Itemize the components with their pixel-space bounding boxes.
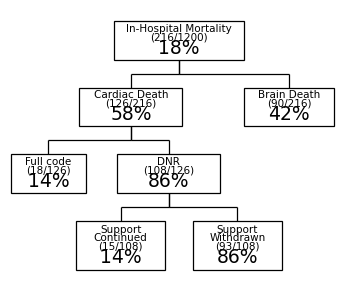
Text: Withdrawn: Withdrawn xyxy=(209,233,266,243)
Bar xyxy=(114,21,244,60)
Text: Full code: Full code xyxy=(25,157,72,167)
Bar xyxy=(117,154,220,193)
Text: Support: Support xyxy=(217,225,258,235)
Text: (108/126): (108/126) xyxy=(143,165,194,175)
Text: (18/126): (18/126) xyxy=(26,165,71,175)
Bar xyxy=(76,221,165,270)
Text: Support: Support xyxy=(100,225,141,235)
Bar xyxy=(11,154,86,193)
Text: (126/216): (126/216) xyxy=(105,99,156,109)
Text: 18%: 18% xyxy=(158,39,200,58)
Text: (90/216): (90/216) xyxy=(267,99,311,109)
Text: 42%: 42% xyxy=(268,105,310,124)
Text: Cardiac Death: Cardiac Death xyxy=(94,90,168,100)
Text: 58%: 58% xyxy=(110,105,152,124)
Text: (216/1200): (216/1200) xyxy=(150,32,208,42)
Text: 14%: 14% xyxy=(28,172,69,191)
Text: DNR: DNR xyxy=(157,157,180,167)
Text: Brain Death: Brain Death xyxy=(258,90,320,100)
Text: Continued: Continued xyxy=(94,233,147,243)
Text: (15/108): (15/108) xyxy=(98,242,143,252)
Text: (93/108): (93/108) xyxy=(215,242,260,252)
Text: 14%: 14% xyxy=(100,248,141,267)
Bar xyxy=(79,88,183,127)
Bar xyxy=(244,88,334,127)
Bar xyxy=(193,221,282,270)
Text: 86%: 86% xyxy=(217,248,258,267)
Text: In-Hospital Mortality: In-Hospital Mortality xyxy=(126,24,232,34)
Text: 86%: 86% xyxy=(148,172,189,191)
